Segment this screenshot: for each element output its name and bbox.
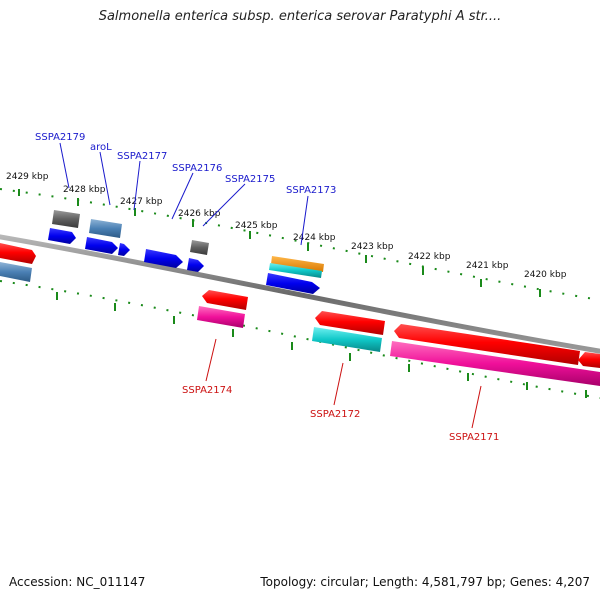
scale-label: 2426 kbp	[178, 209, 221, 219]
scale-label: 2429 kbp	[6, 172, 49, 182]
gene-feature[interactable]	[202, 290, 248, 310]
gene-feature[interactable]	[315, 311, 385, 335]
forward-gene-labels: SSPA2179 aroL SSPA2177 SSPA2176 SSPA2175…	[35, 132, 336, 246]
gene-feature[interactable]	[85, 237, 118, 254]
gene-label-forward[interactable]: SSPA2176	[172, 163, 222, 174]
reverse-gene-labels: SSPA2174 SSPA2172 SSPA2171	[182, 338, 499, 443]
accession-text: Accession: NC_011147	[9, 575, 146, 589]
gene-feature[interactable]	[118, 243, 130, 256]
organism-title: Salmonella enterica subsp. enterica sero…	[98, 9, 502, 24]
scale-label: 2422 kbp	[408, 252, 451, 262]
gene-feature[interactable]	[269, 263, 322, 278]
gene-label-reverse[interactable]: SSPA2171	[449, 432, 499, 443]
reverse-features	[197, 290, 600, 386]
gene-label-forward[interactable]: SSPA2175	[225, 174, 275, 185]
gene-feature[interactable]	[144, 249, 183, 268]
gene-feature[interactable]	[190, 240, 209, 255]
genome-backbone	[0, 234, 600, 354]
gene-label-forward[interactable]: SSPA2177	[117, 151, 167, 162]
gene-feature[interactable]	[187, 258, 204, 272]
scale-label: 2423 kbp	[351, 242, 394, 252]
gene-feature[interactable]	[0, 243, 36, 264]
gene-feature[interactable]	[266, 273, 320, 294]
gene-label-forward[interactable]: aroL	[90, 142, 112, 153]
gene-feature[interactable]	[578, 352, 600, 368]
gene-label-reverse[interactable]: SSPA2172	[310, 409, 360, 420]
gene-feature[interactable]	[52, 210, 80, 228]
gene-feature[interactable]	[390, 341, 600, 386]
genome-summary-text: Topology: circular; Length: 4,581,797 bp…	[260, 575, 590, 589]
gene-label-forward[interactable]: SSPA2173	[286, 185, 336, 196]
gene-feature[interactable]	[48, 228, 76, 244]
gene-feature[interactable]	[394, 324, 580, 365]
scale-label: 2427 kbp	[120, 197, 163, 207]
scale-label: 2428 kbp	[63, 185, 106, 195]
scale-label: 2420 kbp	[524, 270, 567, 280]
outer-tick-ring	[0, 188, 600, 301]
gene-feature[interactable]	[271, 256, 324, 272]
inner-tick-ring	[0, 280, 600, 399]
gene-label-reverse[interactable]: SSPA2174	[182, 385, 232, 396]
forward-features	[0, 210, 324, 294]
scale-label: 2421 kbp	[466, 261, 509, 271]
gene-feature[interactable]	[197, 306, 245, 328]
gene-label-forward[interactable]: SSPA2179	[35, 132, 85, 143]
scale-label: 2425 kbp	[235, 221, 278, 231]
gene-feature[interactable]	[89, 219, 122, 238]
scale-label: 2424 kbp	[293, 233, 336, 243]
gene-feature[interactable]	[0, 262, 32, 282]
gene-feature[interactable]	[312, 327, 382, 352]
scale-labels: 2429 kbp 2428 kbp 2427 kbp 2426 kbp 2425…	[6, 172, 567, 280]
